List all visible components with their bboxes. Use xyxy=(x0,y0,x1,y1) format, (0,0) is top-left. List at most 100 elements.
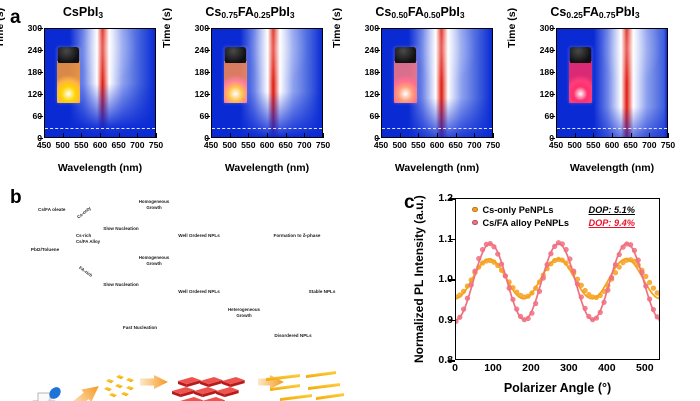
reference-dashed-line xyxy=(557,128,667,129)
panel-a-subplot-4: Cs0.25FA0.75PbI3 Time (s) 0 60 120 180 240 300 4… xyxy=(506,0,678,185)
panel-c-ytick-mark xyxy=(449,360,455,362)
heatmap-plot-area xyxy=(381,28,493,138)
ytick-mark xyxy=(206,94,210,96)
subplot-xticks: 450 500 550 600 650 700 750 xyxy=(549,141,675,153)
data-point-1 xyxy=(533,285,539,291)
growth-label-3: Heterogeneous Growth xyxy=(228,307,260,318)
dop-value-label: DOP: 5.1% xyxy=(588,204,635,215)
data-point-2 xyxy=(571,268,577,274)
xtick-mark xyxy=(593,133,595,138)
growth-label-2: Homogeneous Growth xyxy=(138,255,170,266)
fit-curve-2 xyxy=(456,242,659,321)
vial-inset-photo xyxy=(57,47,80,103)
subplot-title: CsPbI3 xyxy=(62,5,104,20)
data-point-2 xyxy=(498,261,505,267)
xtick-mark xyxy=(630,133,632,138)
xtick-label: 450 xyxy=(548,140,564,150)
nucleation-label-3: Fast Nucleation xyxy=(122,325,158,330)
subplot-xticks: 450 500 550 600 650 700 750 xyxy=(37,140,163,153)
data-point-2 xyxy=(544,262,550,268)
platelet-ordered-1-0 xyxy=(178,377,201,388)
platelet-ordered-1-6 xyxy=(180,397,203,401)
data-point-1 xyxy=(457,292,463,298)
data-point-1 xyxy=(658,294,659,298)
nucleus-cs-only-2 xyxy=(126,377,134,383)
legend-item-1: Cs-only PeNPLs DOP: 5.1% xyxy=(472,203,662,216)
ytick-mark xyxy=(206,72,210,74)
subplot-xticks: 450 500 550 600 650 700 750 xyxy=(204,141,330,153)
ytick-mark xyxy=(206,116,210,118)
reference-dashed-line xyxy=(45,128,155,129)
subplot-title: Cs0.50FA0.50PbI3 xyxy=(375,5,465,20)
data-point-2 xyxy=(525,315,531,322)
nucleus-cs-only-4 xyxy=(115,383,123,389)
ytick-mark xyxy=(206,138,210,140)
xtick-mark xyxy=(455,133,457,138)
vial-cap xyxy=(58,47,79,63)
subplot-ylabel: Time (s) xyxy=(506,7,518,48)
panel-a-subplot-1: CsPbI3 Time (s) 0 60 120 180 240 300 450 500 550 60… xyxy=(0,0,166,185)
xtick-mark xyxy=(399,133,401,138)
delta-phase-rod-3 xyxy=(308,383,340,390)
vial-body xyxy=(569,61,592,103)
ytick-mark xyxy=(551,28,555,30)
nucleation-label-2: Slow Nucleation xyxy=(103,282,139,287)
data-point-2 xyxy=(567,256,573,262)
flask-label: PbI2/Toluene xyxy=(30,247,60,252)
platelet-ordered-1-4 xyxy=(194,387,217,398)
heatmap-plot-area xyxy=(44,28,156,138)
panel-c-xticks: 0 100 200 300 400 500 xyxy=(452,362,660,376)
panel-c-letter: c xyxy=(404,192,415,213)
xtick-mark xyxy=(285,133,287,138)
panel-c-xtick-label: 500 xyxy=(636,362,654,374)
ytick-mark xyxy=(551,94,555,96)
data-point-2 xyxy=(495,251,501,257)
ytick-label: 240 xyxy=(539,45,554,55)
ytick-mark xyxy=(376,28,380,30)
platelet-ordered-1-5 xyxy=(216,387,239,398)
data-point-2 xyxy=(460,306,467,312)
platelet-ordered-1-2 xyxy=(222,377,245,388)
xtick-mark xyxy=(267,133,269,138)
panel-c-ytick-mark xyxy=(449,198,455,200)
data-point-1 xyxy=(582,287,588,294)
heatmap-plot-area xyxy=(556,28,668,138)
xtick-mark xyxy=(493,133,495,138)
ytick-label: 300 xyxy=(194,23,209,33)
growth-label-1: Homogeneous Growth xyxy=(138,199,170,210)
product-label-1: Well Ordered NPLs xyxy=(178,233,220,238)
data-point-2 xyxy=(601,299,607,305)
data-point-2 xyxy=(647,296,653,302)
ytick-label: 120 xyxy=(194,89,209,99)
xtick-mark xyxy=(574,133,576,138)
vial-cap xyxy=(225,47,246,63)
data-point-2 xyxy=(510,296,516,303)
xtick-mark xyxy=(248,133,250,138)
data-point-2 xyxy=(631,247,638,254)
data-point-2 xyxy=(593,315,600,321)
vial-inset-photo xyxy=(569,47,592,103)
data-point-1 xyxy=(525,293,531,299)
data-point-1 xyxy=(514,289,520,295)
xtick-mark xyxy=(323,133,325,138)
ytick-label: 300 xyxy=(364,23,379,33)
xtick-mark xyxy=(612,133,614,138)
xtick-label: 450 xyxy=(36,140,52,150)
panel-c-ytick-mark xyxy=(449,238,455,241)
data-point-2 xyxy=(612,262,619,268)
data-point-1 xyxy=(559,257,565,263)
data-point-2 xyxy=(540,275,546,281)
reference-dashed-line xyxy=(212,128,322,129)
xtick-label: 750 xyxy=(315,140,331,150)
data-point-1 xyxy=(460,288,467,294)
vial-body xyxy=(224,61,247,103)
data-point-2 xyxy=(472,268,478,274)
xtick-label: 750 xyxy=(148,140,164,150)
xtick-mark xyxy=(304,133,306,138)
panel-c: c Normalized PL Intensity (a.u.) Polariz… xyxy=(400,185,700,401)
xtick-label: 550 xyxy=(74,140,89,150)
data-point-2 xyxy=(650,306,657,313)
arrow-label-cs-rich: Cs-rich Cs/FA Alloy xyxy=(76,233,101,244)
ytick-mark xyxy=(39,28,43,30)
